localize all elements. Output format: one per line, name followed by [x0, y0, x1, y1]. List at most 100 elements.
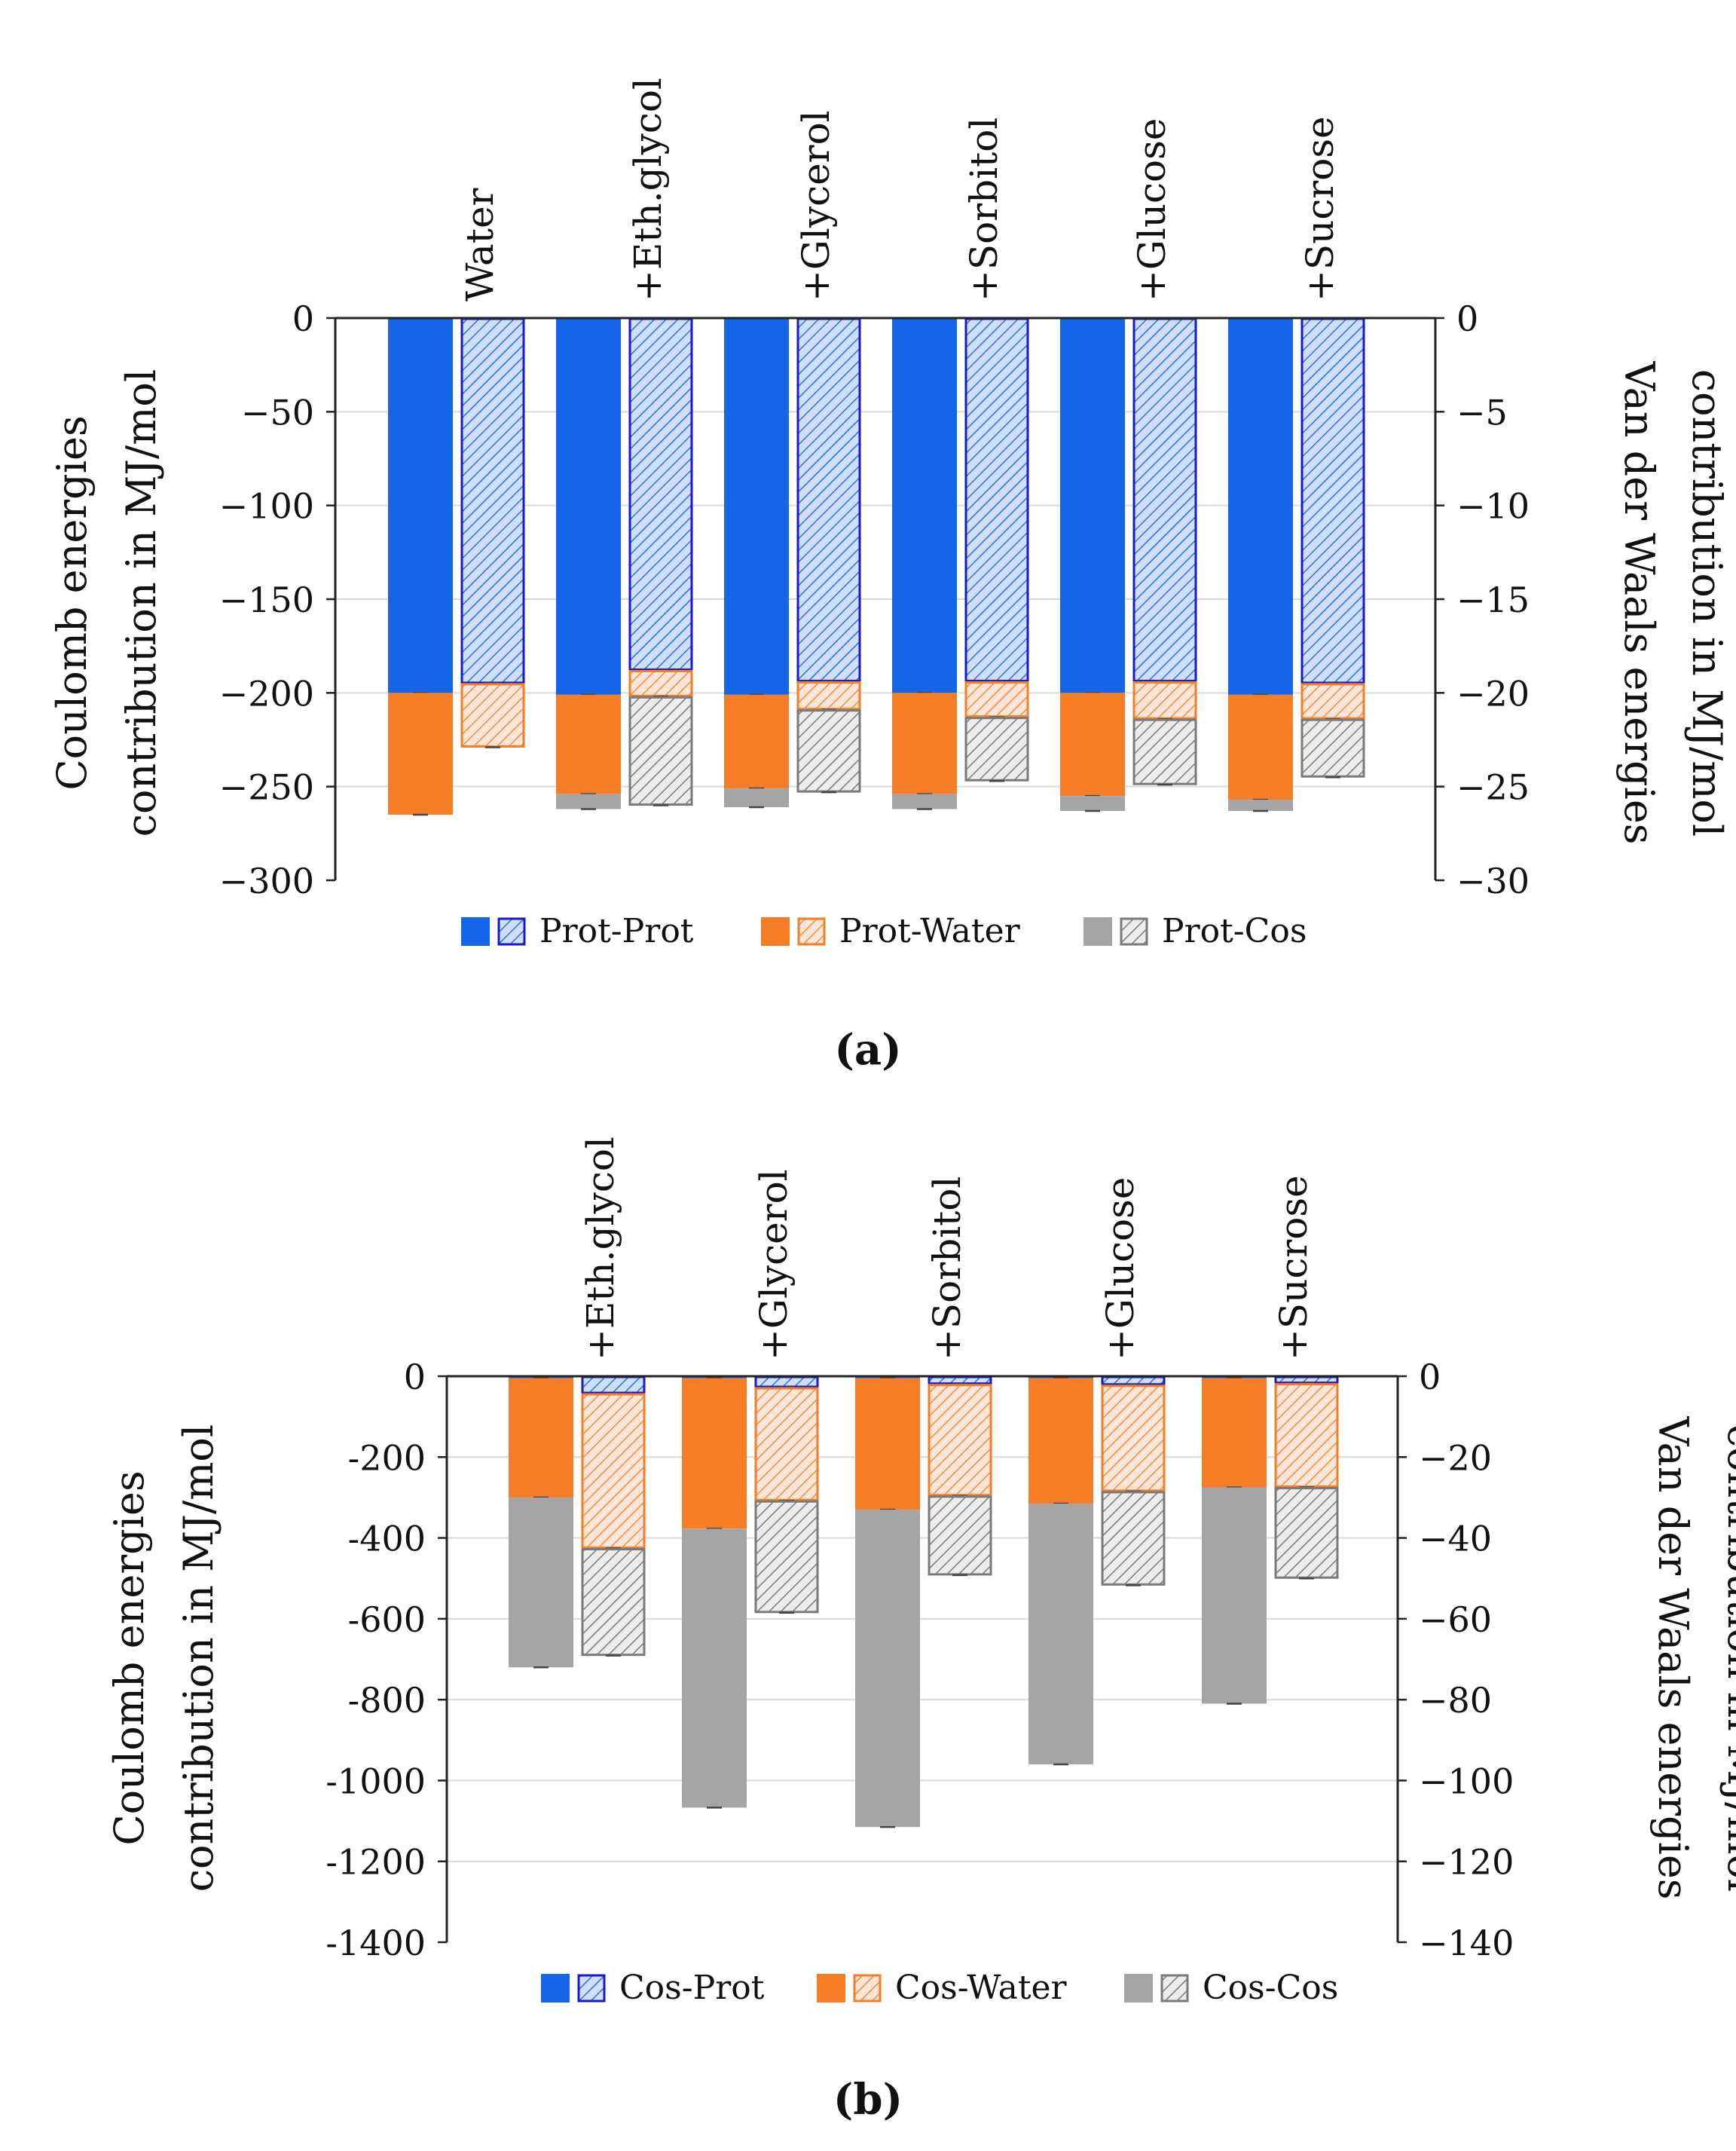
vdw-bar-cos-cos [581, 1548, 646, 1657]
category-label: +Glycerol [752, 1169, 796, 1360]
y-tick-left: -200 [348, 1437, 426, 1478]
coulomb-bar-prot-prot [556, 318, 621, 695]
y-tick-left: −250 [219, 767, 314, 808]
y-tick-right: −25 [1456, 767, 1530, 808]
legend-swatch-solid [761, 917, 790, 946]
coulomb-bar-cos-cos [509, 1497, 573, 1668]
coulomb-bar-prot-water [724, 694, 789, 789]
panel-a: 0 0 −50 −5 −100 −10 −150 −15 −200 −20 −250 −25 −300 −… [48, 78, 1731, 1075]
legend-swatch-hatched [497, 917, 526, 946]
panel-caption: (a) [834, 1025, 901, 1075]
vdw-bar-prot-prot [628, 317, 693, 671]
category-label: +Glycerol [794, 110, 838, 301]
coulomb-bar-cos-cos [855, 1510, 920, 1828]
category-label: +Glucose [1130, 118, 1174, 301]
y-tick-left: −100 [219, 486, 314, 527]
coulomb-bar-cos-water [682, 1378, 747, 1529]
y-tick-right: −10 [1456, 486, 1530, 527]
y-tick-left: −300 [219, 861, 314, 901]
coulomb-bar-cos-water [509, 1378, 573, 1498]
y-axis-title-left: contribution in MJ/mol [118, 369, 165, 837]
coulomb-bar-cos-water [1028, 1378, 1093, 1504]
y-tick-left: -400 [348, 1519, 426, 1559]
y-tick-left: −150 [219, 580, 314, 620]
legend-swatch-hatched [1120, 917, 1148, 946]
vdw-bar-prot-water [628, 669, 693, 697]
legend-label: Prot-Cos [1162, 912, 1307, 950]
category-label: Water [458, 188, 502, 301]
coulomb-bar-prot-cos [892, 794, 957, 809]
y-tick-left: -600 [348, 1599, 426, 1640]
legend-swatch-hatched [853, 1974, 882, 2003]
vdw-bar-cos-cos [754, 1500, 819, 1614]
vdw-bar-prot-cos [964, 717, 1029, 782]
vdw-bar-prot-water [1132, 681, 1197, 720]
vdw-bar-prot-prot [1300, 317, 1365, 684]
vdw-bar-prot-prot [796, 317, 861, 682]
vdw-bar-prot-cos [1132, 718, 1197, 785]
y-tick-left: -1000 [326, 1761, 426, 1801]
vdw-bar-prot-prot [1132, 317, 1197, 682]
y-tick-right: −60 [1419, 1599, 1492, 1640]
y-tick-left: 0 [292, 298, 314, 339]
coulomb-bar-prot-prot [388, 318, 453, 693]
y-tick-left: -800 [348, 1680, 426, 1721]
y-axis-title-right: contribution in MJ/mol [1683, 369, 1731, 837]
category-label: +Sucrose [1272, 1175, 1316, 1360]
y-tick-left: 0 [404, 1357, 426, 1397]
coulomb-bar-prot-cos [1228, 800, 1293, 811]
legend-label: Cos-Water [895, 1969, 1068, 2007]
vdw-bar-prot-water [964, 681, 1029, 718]
legend-swatch-hatched [797, 917, 826, 946]
y-tick-right: −120 [1419, 1842, 1514, 1883]
category-label: +Glucose [1099, 1177, 1142, 1360]
y-axis-title-right: Van der Waals energies [1615, 360, 1663, 844]
category-label: +Sorbitol [962, 118, 1006, 301]
legend-label: Cos-Prot [619, 1969, 765, 2007]
vdw-bar-cos-prot [581, 1375, 646, 1394]
panel-caption: (b) [833, 2075, 903, 2125]
legend-label: Prot-Water [839, 912, 1021, 950]
category-label: +Sorbitol [925, 1176, 969, 1360]
y-tick-right: −100 [1419, 1761, 1514, 1801]
y-tick-left: −50 [241, 392, 314, 433]
vdw-bar-cos-cos [928, 1495, 992, 1576]
y-tick-right: −40 [1419, 1519, 1492, 1559]
vdw-bar-prot-cos [1300, 718, 1365, 778]
category-label: +Sucrose [1298, 116, 1342, 301]
coulomb-bar-prot-cos [556, 794, 621, 809]
vdw-bar-cos-cos [1101, 1491, 1166, 1586]
legend-swatch-solid [461, 917, 490, 946]
y-tick-right: −20 [1456, 673, 1530, 714]
y-axis-title-left: Coulomb energies [105, 1470, 153, 1845]
legend-swatch-solid [1124, 1974, 1153, 2003]
y-axis-title-left: Coulomb energies [48, 415, 96, 790]
legend-swatch-solid [817, 1974, 845, 2003]
legend-label: Prot-Prot [539, 912, 694, 950]
vdw-bar-cos-water [581, 1393, 646, 1550]
vdw-bar-cos-prot [928, 1375, 992, 1385]
y-tick-left: −200 [219, 673, 314, 714]
y-tick-right: 0 [1456, 298, 1478, 339]
y-tick-right: 0 [1419, 1357, 1441, 1397]
coulomb-bar-prot-water [1228, 694, 1293, 800]
y-tick-right: −5 [1456, 392, 1508, 433]
coulomb-bar-prot-water [1060, 693, 1125, 797]
coulomb-bar-cos-water [1202, 1378, 1267, 1488]
legend-label: Cos-Cos [1203, 1969, 1338, 2007]
vdw-bar-cos-prot [1101, 1375, 1166, 1386]
coulomb-bar-cos-cos [1202, 1487, 1267, 1704]
vdw-bar-cos-water [1101, 1385, 1166, 1492]
vdw-bar-prot-cos [628, 696, 693, 806]
vdw-bar-prot-prot [460, 317, 525, 684]
category-label: +Eth.glycol [579, 1137, 622, 1360]
vdw-bar-prot-cos [796, 709, 861, 793]
coulomb-bar-prot-water [556, 694, 621, 794]
vdw-bar-cos-water [754, 1387, 819, 1501]
legend-swatch-solid [541, 1974, 570, 2003]
y-tick-left: -1200 [326, 1842, 426, 1883]
y-axis-title-left: contribution in MJ/mol [175, 1424, 222, 1892]
coulomb-bar-prot-prot [1228, 318, 1293, 695]
legend-swatch-hatched [577, 1974, 606, 2003]
